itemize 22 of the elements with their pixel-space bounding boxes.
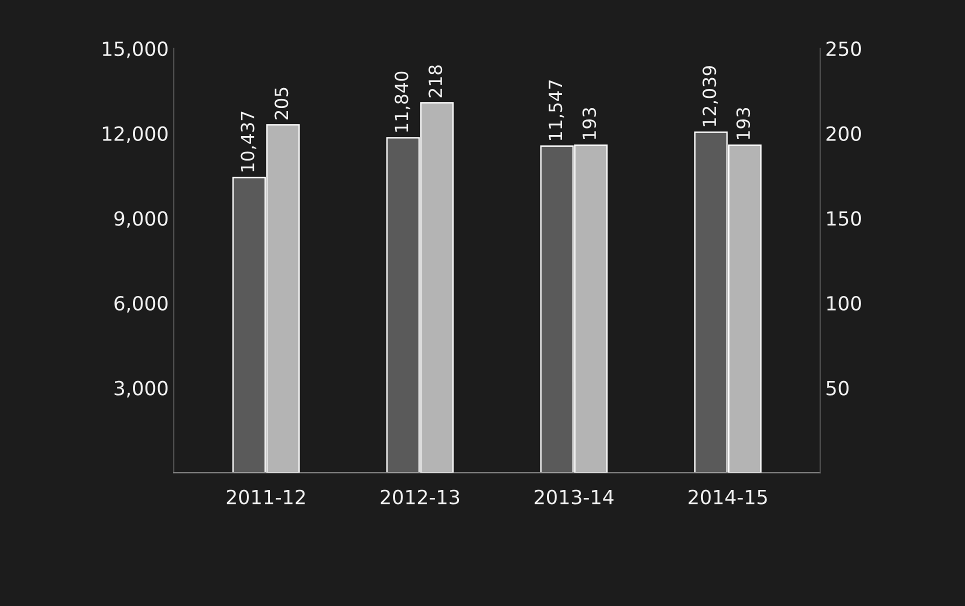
data-label: 218 [428, 65, 442, 98]
x-tick-label: 2012-13 [380, 490, 460, 504]
y-tick-label: 12,000 [102, 126, 168, 143]
x-tick-label: 2011-12 [226, 490, 305, 504]
y2-tick-label: 100 [827, 296, 861, 311]
x-tick-label: 2013-14 [534, 490, 614, 504]
data-label: 12,039 [702, 66, 718, 126]
y2-tick-label: 200 [826, 126, 861, 141]
data-label: 11,840 [394, 72, 410, 132]
data-label: 10,437 [240, 112, 256, 172]
y2-tick-label: 250 [826, 41, 861, 56]
y-tick-label: 6,000 [114, 296, 168, 313]
y2-tick-label: 50 [826, 380, 849, 396]
data-label: 193 [736, 108, 750, 140]
data-label: 11,547 [548, 80, 564, 140]
data-label: 193 [582, 108, 596, 140]
data-label: 205 [274, 88, 288, 120]
x-tick-label: 2014-15 [688, 490, 767, 504]
y-tick-label: 9,000 [114, 211, 168, 228]
y2-tick-label: 150 [827, 211, 861, 226]
y-tick-label: 3,000 [114, 380, 168, 398]
y-tick-label: 15,000 [102, 41, 168, 58]
